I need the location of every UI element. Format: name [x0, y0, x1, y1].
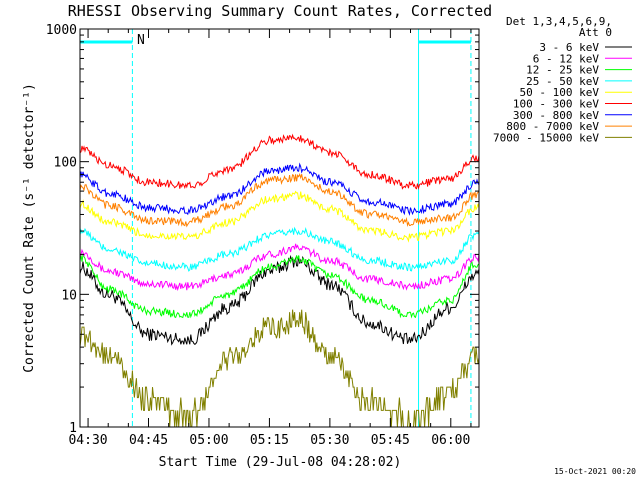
- series-line-5: [79, 133, 480, 191]
- series-line-0: [79, 254, 480, 346]
- y-tick-label-2: 100: [54, 156, 77, 171]
- x-tick-label-1: 04:45: [129, 433, 168, 448]
- legend-label-0: 3 - 6 keV: [539, 41, 599, 54]
- legend-header-0: Det 1,3,4,5,6,9,: [506, 15, 612, 28]
- x-tick-label-5: 05:45: [371, 433, 410, 448]
- annotation-n: N: [137, 33, 145, 48]
- x-tick-label-2: 05:00: [189, 433, 228, 448]
- series-line-6: [79, 162, 480, 216]
- legend-label-5: 100 - 300 keV: [513, 98, 599, 111]
- legend-label-8: 7000 - 15000 keV: [493, 131, 599, 144]
- legend-label-1: 6 - 12 keV: [533, 52, 600, 65]
- x-tick-label-3: 05:15: [250, 433, 289, 448]
- legend-label-6: 300 - 800 keV: [513, 109, 599, 122]
- plot-frame: [79, 28, 480, 428]
- y-tick-label-0: 1: [69, 421, 77, 436]
- x-tick-label-0: 04:30: [68, 433, 107, 448]
- y-tick-label-1: 10: [61, 288, 77, 303]
- series-line-3: [79, 226, 480, 272]
- legend-label-7: 800 - 7000 keV: [506, 120, 599, 133]
- series-line-4: [79, 190, 480, 243]
- x-axis-label: Start Time (29-Jul-08 04:28:02): [159, 455, 402, 470]
- series-line-7: [79, 173, 480, 228]
- y-tick-label-3: 1000: [46, 23, 77, 38]
- series-line-1: [79, 243, 480, 292]
- legend-header-1: Att 0: [579, 26, 612, 39]
- legend-label-4: 50 - 100 keV: [520, 86, 600, 99]
- legend-label-2: 12 - 25 keV: [526, 64, 599, 77]
- timestamp: 15-Oct-2021 00:20: [554, 467, 636, 476]
- observing-markers: [79, 29, 472, 427]
- x-tick-label-4: 05:30: [310, 433, 349, 448]
- series-layer: [79, 133, 480, 428]
- x-tick-label-6: 06:00: [431, 433, 470, 448]
- chart-title: RHESSI Observing Summary Count Rates, Co…: [68, 2, 492, 20]
- legend-label-3: 25 - 50 keV: [526, 75, 599, 88]
- y-axis-label: Corrected Count Rate (s⁻¹ detector⁻¹): [22, 83, 37, 373]
- series-line-2: [79, 252, 480, 319]
- axis-ticks: 04:30 04:45 05:00 05:15 05:30 05:45 06:00 1 10 10…: [46, 23, 479, 448]
